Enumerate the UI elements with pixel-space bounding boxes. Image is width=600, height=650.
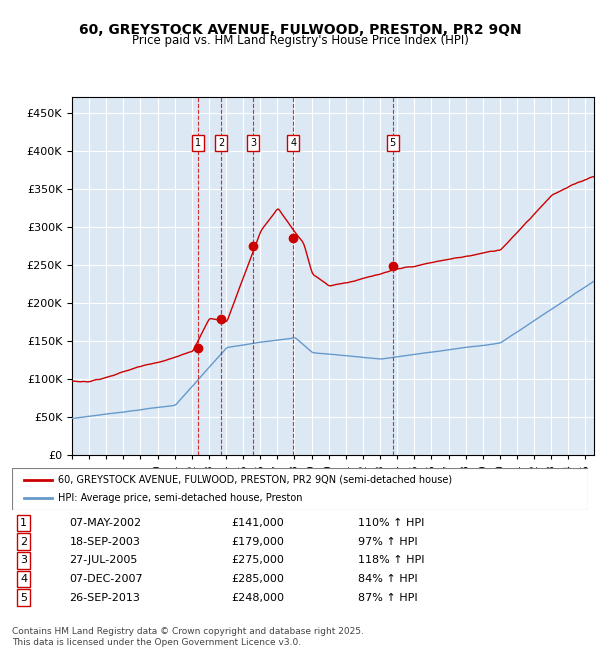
Text: 84% ↑ HPI: 84% ↑ HPI (358, 574, 417, 584)
Text: 87% ↑ HPI: 87% ↑ HPI (358, 593, 417, 603)
Text: HPI: Average price, semi-detached house, Preston: HPI: Average price, semi-detached house,… (58, 493, 302, 503)
Text: 118% ↑ HPI: 118% ↑ HPI (358, 555, 424, 566)
Text: 5: 5 (20, 593, 27, 603)
Text: 26-SEP-2013: 26-SEP-2013 (70, 593, 140, 603)
Text: 2: 2 (20, 537, 27, 547)
Text: 3: 3 (250, 138, 256, 148)
Text: Price paid vs. HM Land Registry's House Price Index (HPI): Price paid vs. HM Land Registry's House … (131, 34, 469, 47)
Text: Contains HM Land Registry data © Crown copyright and database right 2025.
This d: Contains HM Land Registry data © Crown c… (12, 627, 364, 647)
Text: £179,000: £179,000 (231, 537, 284, 547)
Text: 60, GREYSTOCK AVENUE, FULWOOD, PRESTON, PR2 9QN: 60, GREYSTOCK AVENUE, FULWOOD, PRESTON, … (79, 23, 521, 37)
Text: 1: 1 (20, 518, 27, 528)
Text: £248,000: £248,000 (231, 593, 284, 603)
FancyBboxPatch shape (12, 468, 588, 510)
Text: £285,000: £285,000 (231, 574, 284, 584)
Text: 07-MAY-2002: 07-MAY-2002 (70, 518, 142, 528)
Text: £275,000: £275,000 (231, 555, 284, 566)
Text: 97% ↑ HPI: 97% ↑ HPI (358, 537, 417, 547)
Text: 5: 5 (389, 138, 395, 148)
Text: 07-DEC-2007: 07-DEC-2007 (70, 574, 143, 584)
Text: 2: 2 (218, 138, 224, 148)
Text: 3: 3 (20, 555, 27, 566)
Text: 1: 1 (195, 138, 201, 148)
Text: 60, GREYSTOCK AVENUE, FULWOOD, PRESTON, PR2 9QN (semi-detached house): 60, GREYSTOCK AVENUE, FULWOOD, PRESTON, … (58, 475, 452, 485)
Text: 4: 4 (290, 138, 296, 148)
Text: 4: 4 (20, 574, 27, 584)
Text: 18-SEP-2003: 18-SEP-2003 (70, 537, 140, 547)
Text: 27-JUL-2005: 27-JUL-2005 (70, 555, 138, 566)
Text: £141,000: £141,000 (231, 518, 284, 528)
Text: 110% ↑ HPI: 110% ↑ HPI (358, 518, 424, 528)
